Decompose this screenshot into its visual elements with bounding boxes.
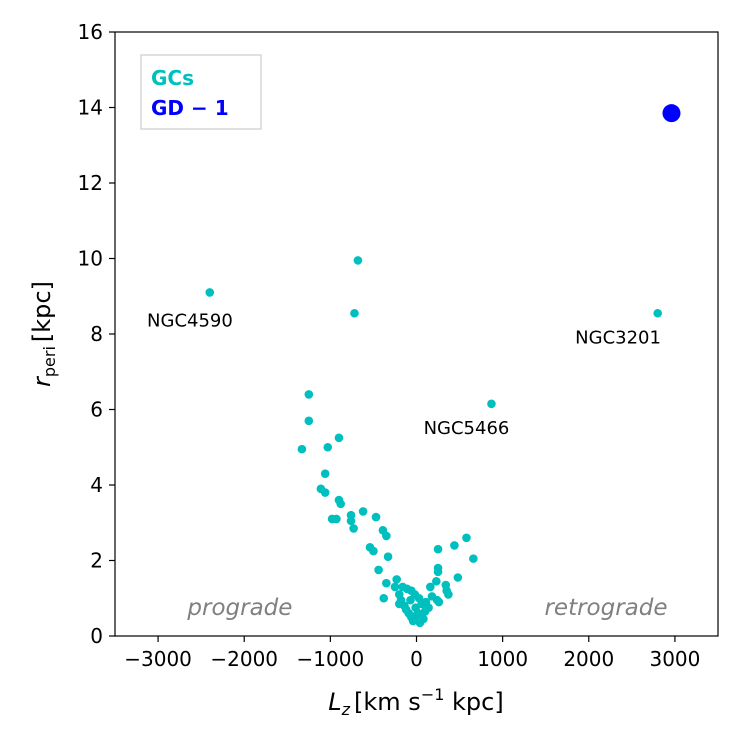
gc-point xyxy=(346,516,356,526)
gd1-point xyxy=(662,104,681,123)
gc-point xyxy=(425,582,435,592)
legend-box xyxy=(140,54,262,130)
gc-point xyxy=(392,575,401,584)
gc-point xyxy=(350,308,359,318)
gc-point xyxy=(432,576,441,586)
gc-point xyxy=(653,308,662,318)
gc-point xyxy=(371,512,381,522)
y-tick-label: 12 xyxy=(78,171,103,195)
x-tick-label: −3000 xyxy=(124,647,192,671)
y-tick-label: 6 xyxy=(90,398,103,422)
x-tick-label: −2000 xyxy=(210,647,278,671)
y-tick-label: 14 xyxy=(78,96,103,120)
gc-point xyxy=(358,507,368,516)
x-tick-label: 3000 xyxy=(649,647,700,671)
gc-point xyxy=(411,603,420,612)
gc-point xyxy=(462,533,471,543)
gc-point xyxy=(205,288,215,297)
gc-point xyxy=(334,433,344,443)
gc-point xyxy=(382,531,391,541)
cluster-label: NGC3201 xyxy=(575,327,661,348)
y-axis-label: rperi[kpc] xyxy=(28,281,59,387)
y-tick-label: 10 xyxy=(78,247,103,271)
gc-point xyxy=(297,444,307,454)
gc-point xyxy=(349,524,358,533)
legend-entry-gcs: GCs xyxy=(151,66,194,90)
gc-point xyxy=(383,552,393,562)
gc-point xyxy=(390,582,400,592)
gc-point xyxy=(374,565,383,575)
annotations: NGC4590 NGC3201 NGC5466 prograde retrograde xyxy=(147,310,667,621)
y-axis-ticks: 0 2 4 6 8 10 12 14 16 xyxy=(78,20,115,648)
region-label: retrograde xyxy=(544,595,667,621)
gc-point xyxy=(433,563,443,573)
gc-point xyxy=(304,416,314,426)
gc-point xyxy=(369,546,378,556)
gc-point xyxy=(394,599,404,609)
gc-point xyxy=(353,256,363,265)
y-tick-label: 8 xyxy=(90,322,103,346)
gc-point xyxy=(487,399,496,409)
y-tick-label: 4 xyxy=(90,473,103,497)
gc-point xyxy=(320,469,330,478)
cluster-label: NGC5466 xyxy=(424,418,510,439)
gc-point xyxy=(398,582,408,592)
x-axis-ticks: −3000 −2000 −1000 0 1000 2000 3000 xyxy=(124,636,700,671)
x-tick-label: −1000 xyxy=(297,647,365,671)
gc-point xyxy=(323,442,333,452)
gc-point xyxy=(421,597,431,607)
region-label: prograde xyxy=(186,595,292,621)
cluster-label: NGC4590 xyxy=(147,310,233,331)
gc-point xyxy=(444,590,453,599)
gc-point xyxy=(469,554,478,563)
legend: GCs GD − 1 xyxy=(140,54,262,130)
gc-point xyxy=(320,488,330,497)
y-tick-label: 0 xyxy=(90,624,103,648)
gc-point xyxy=(450,541,459,550)
gc-point xyxy=(336,499,345,509)
gc-point xyxy=(304,390,314,399)
gc-point xyxy=(441,580,451,590)
gc-point xyxy=(379,593,389,603)
gc-point xyxy=(419,614,428,624)
gc-point xyxy=(332,514,341,524)
data-points xyxy=(205,104,681,628)
x-axis-label: Lz [km s−1 kpc] xyxy=(328,685,503,719)
x-tick-label: 0 xyxy=(410,647,423,671)
plot-area: NGC4590 NGC3201 NGC5466 prograde retrograde xyxy=(114,31,719,637)
gc-point xyxy=(433,544,443,554)
y-tick-label: 2 xyxy=(90,549,103,573)
gc-point xyxy=(382,578,391,588)
gc-point xyxy=(453,573,463,582)
gc-point xyxy=(434,597,444,607)
x-tick-label: 2000 xyxy=(563,647,614,671)
y-tick-label: 16 xyxy=(78,20,103,44)
x-tick-label: 1000 xyxy=(477,647,528,671)
legend-entry-gd1: GD − 1 xyxy=(151,96,229,120)
